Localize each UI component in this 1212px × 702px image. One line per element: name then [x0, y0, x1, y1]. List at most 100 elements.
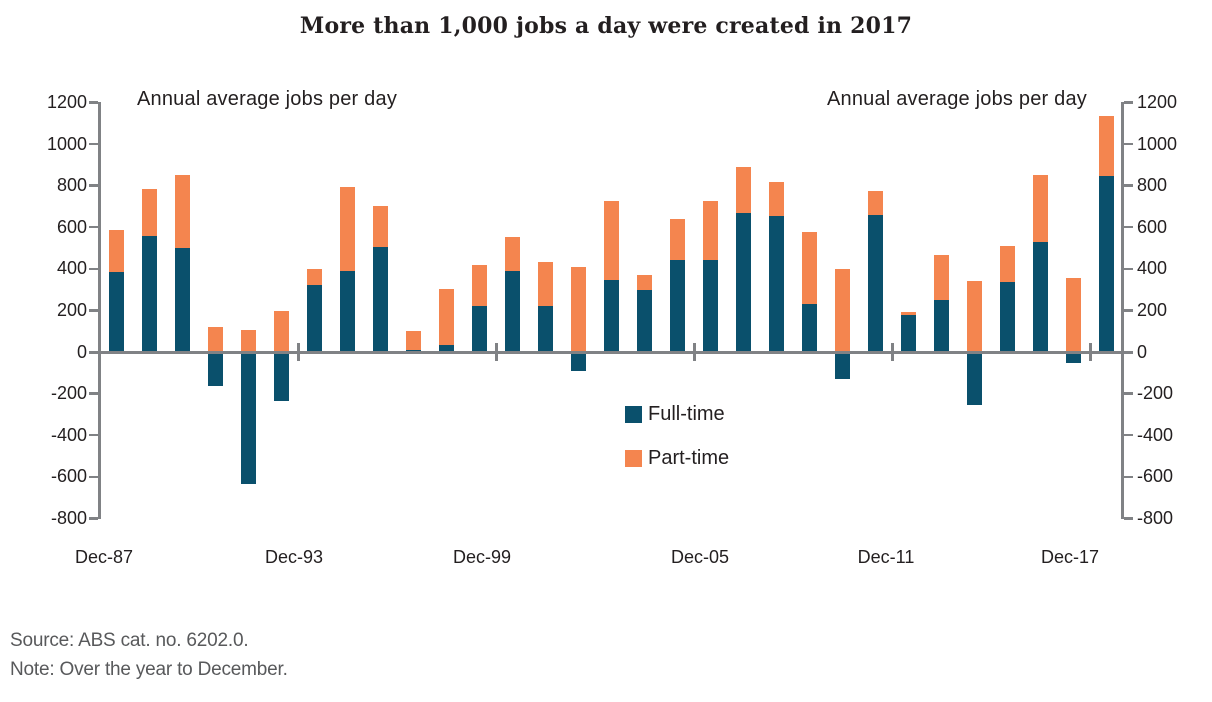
y-axis-label-right: -400 — [1137, 424, 1174, 445]
bar-part-time-Dec-88 — [141, 188, 157, 236]
bar-part-time-Dec-92 — [273, 311, 289, 352]
bar-part-time-Dec-96 — [405, 331, 421, 350]
part-time-swatch — [625, 449, 642, 467]
y-axis-tick-left — [89, 225, 98, 229]
x-axis-tick — [891, 343, 894, 361]
y-axis-label-left: -400 — [50, 424, 87, 445]
bar-part-time-Dec-00 — [537, 261, 553, 307]
y-axis-tick-right — [1124, 392, 1133, 395]
y-axis-tick-left — [89, 433, 98, 437]
y-axis-tick-right — [1124, 309, 1133, 312]
source-text: Source: ABS cat. no. 6202.0. — [10, 630, 249, 651]
legend-item-full-time: Full-time — [625, 403, 729, 425]
bar-part-time-Dec-12 — [933, 255, 949, 300]
x-axis-tick — [297, 343, 300, 361]
y-axis-label-left: 1200 — [46, 91, 87, 112]
note-text: Note: Over the year to December. — [10, 659, 288, 680]
bar-part-time-Dec-01 — [570, 266, 586, 352]
bar-full-time-Dec-07 — [768, 215, 784, 352]
bar-full-time-Dec-00 — [537, 306, 553, 352]
bar-part-time-Dec-16 — [1065, 278, 1081, 352]
y-axis-label-left: 200 — [56, 299, 87, 320]
y-axis-label-right: 400 — [1137, 258, 1168, 279]
bar-part-time-Dec-17 — [1098, 115, 1114, 177]
bar-full-time-Dec-04 — [669, 260, 685, 352]
bar-full-time-Dec-92 — [273, 352, 289, 401]
bar-part-time-Dec-09 — [834, 268, 850, 352]
part-time-label: Part-time — [648, 446, 730, 469]
x-axis-tick — [495, 343, 498, 361]
bar-full-time-Dec-02 — [603, 280, 619, 352]
bar-part-time-Dec-02 — [603, 201, 619, 281]
y-axis-tick-right — [1124, 142, 1133, 146]
x-axis-label-Dec-87: Dec-87 — [74, 547, 134, 567]
y-axis-tick-right — [1124, 267, 1133, 271]
bar-part-time-Dec-13 — [966, 281, 982, 352]
bar-full-time-Dec-93 — [306, 285, 322, 352]
bar-full-time-Dec-03 — [636, 289, 652, 352]
x-axis-tick — [1089, 343, 1092, 361]
bar-part-time-Dec-11 — [900, 312, 916, 315]
y-axis-label-right: -800 — [1137, 507, 1174, 528]
x-axis-tick — [693, 343, 696, 361]
y-axis-label-left: 400 — [56, 258, 87, 279]
bar-part-time-Dec-15 — [1032, 175, 1048, 242]
legend: Full-time Part-time — [625, 403, 729, 491]
y-axis-label-left: 0 — [76, 341, 87, 362]
bar-full-time-Dec-11 — [900, 314, 916, 352]
bar-full-time-Dec-05 — [702, 260, 718, 352]
y-axis-tick-right — [1124, 433, 1133, 437]
bar-part-time-Dec-97 — [438, 288, 454, 345]
y-axis-tick-right — [1124, 101, 1133, 104]
y-axis-tick-right — [1124, 225, 1133, 229]
bar-part-time-Dec-04 — [669, 218, 685, 261]
y-axis-tick-right — [1124, 184, 1133, 187]
legend-item-part-time: Part-time — [625, 447, 729, 469]
bar-full-time-Dec-13 — [966, 352, 982, 406]
bar-part-time-Dec-06 — [735, 166, 751, 213]
zero-baseline — [89, 350, 1133, 354]
y-axis-tick-left — [89, 267, 98, 271]
y-axis-tick-left — [89, 309, 98, 312]
y-axis-label-left: -200 — [50, 383, 87, 404]
bar-part-time-Dec-90 — [207, 327, 223, 352]
bar-full-time-Dec-89 — [174, 248, 190, 352]
x-axis-label-Dec-99: Dec-99 — [452, 547, 512, 567]
y-axis-tick-left — [89, 184, 98, 187]
bar-part-time-Dec-91 — [240, 330, 256, 352]
bar-full-time-Dec-10 — [867, 214, 883, 352]
y-axis-tick-left — [89, 392, 98, 395]
bar-full-time-Dec-99 — [504, 270, 520, 352]
bar-part-time-Dec-99 — [504, 236, 520, 271]
bar-part-time-Dec-94 — [339, 186, 355, 271]
y-axis-label-left: -800 — [50, 507, 87, 528]
x-axis-label-Dec-11: Dec-11 — [857, 547, 915, 567]
bar-full-time-Dec-16 — [1065, 352, 1081, 364]
bar-full-time-Dec-87 — [108, 271, 124, 352]
bar-full-time-Dec-17 — [1098, 176, 1114, 352]
y-axis-tick-left — [89, 101, 98, 104]
bar-part-time-Dec-95 — [372, 206, 388, 247]
bar-full-time-Dec-90 — [207, 352, 223, 387]
y-axis-label-right: 200 — [1137, 299, 1168, 320]
bar-full-time-Dec-97 — [438, 344, 454, 352]
bar-part-time-Dec-03 — [636, 275, 652, 290]
y-axis-label-right: -200 — [1137, 383, 1174, 404]
bar-full-time-Dec-12 — [933, 300, 949, 352]
y-axis-tick-right — [1124, 475, 1133, 479]
full-time-swatch — [625, 405, 642, 423]
y-axis-label-left: 1000 — [46, 133, 87, 154]
axis-caption-right: Annual average jobs per day — [826, 88, 1087, 110]
y-axis-label-right: 1200 — [1137, 91, 1178, 112]
bar-full-time-Dec-01 — [570, 352, 586, 371]
bar-full-time-Dec-95 — [372, 246, 388, 352]
bar-full-time-Dec-98 — [471, 306, 487, 352]
chart-title: More than 1,000 jobs a day were created … — [299, 13, 913, 39]
y-axis-label-left: 800 — [56, 175, 87, 196]
x-axis-label-Dec-17: Dec-17 — [1040, 547, 1100, 567]
y-axis-label-right: 1000 — [1137, 133, 1178, 154]
x-axis-label-Dec-05: Dec-05 — [670, 547, 730, 567]
bar-full-time-Dec-08 — [801, 304, 817, 352]
y-axis-line-left — [98, 102, 101, 519]
